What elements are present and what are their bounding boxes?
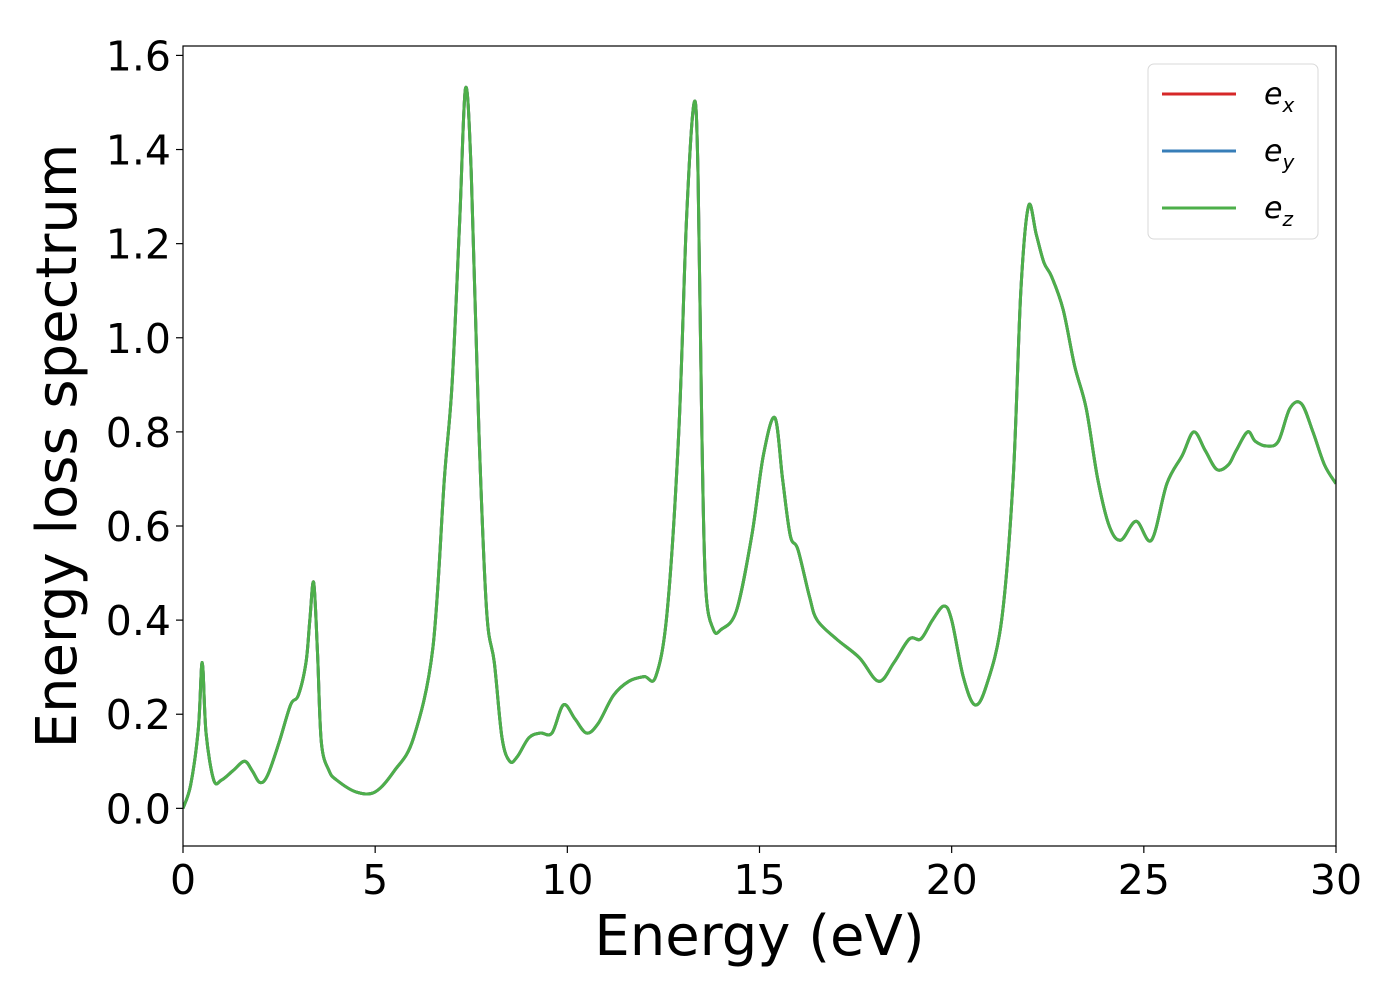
x-tick-label: 5 — [362, 856, 388, 904]
x-tick-label: 10 — [541, 856, 593, 904]
legend-label-e-y: ey — [1264, 134, 1295, 174]
y-tick-label: 0.8 — [106, 409, 171, 457]
x-axis-label: Energy (eV) — [594, 904, 924, 969]
x-tick-label: 20 — [926, 856, 978, 904]
legend-label-e-x: ex — [1264, 77, 1294, 117]
y-tick-label: 0.4 — [106, 597, 171, 645]
legend: ex ey ez — [1147, 63, 1319, 240]
legend-label-e-z: ez — [1264, 191, 1293, 231]
x-tick-label: 0 — [170, 856, 196, 904]
y-tick-label: 0.0 — [106, 785, 171, 833]
y-tick-label: 1.0 — [106, 315, 171, 363]
series-line-e-z — [183, 85, 1336, 809]
y-tick-label: 0.6 — [106, 503, 171, 551]
x-axis-ticks: 0 5 10 15 20 25 30 — [170, 846, 1362, 904]
x-tick-label: 15 — [733, 856, 785, 904]
y-tick-label: 0.2 — [106, 691, 171, 739]
y-tick-label: 1.6 — [106, 32, 171, 80]
y-axis-ticks: 0.0 0.2 0.4 0.6 0.8 1.0 1.2 1.4 1.6 — [106, 32, 183, 833]
y-axis-label: Energy loss spectrum — [25, 144, 90, 749]
y-tick-label: 1.4 — [106, 127, 171, 175]
x-tick-label: 30 — [1310, 856, 1362, 904]
y-tick-label: 1.2 — [106, 221, 171, 269]
series-layer — [183, 85, 1336, 809]
x-tick-label: 25 — [1118, 856, 1170, 904]
